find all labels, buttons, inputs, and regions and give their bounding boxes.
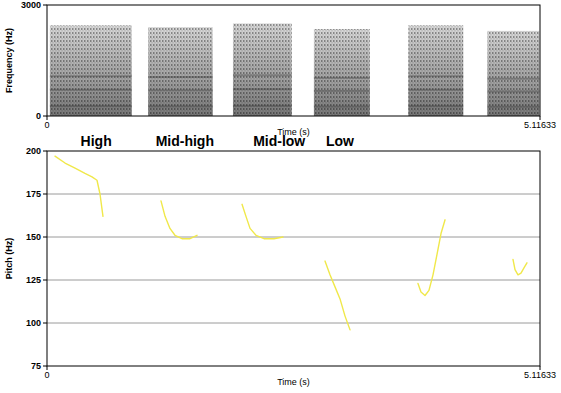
formant-band: [148, 76, 213, 78]
spectrogram-segment: [50, 25, 132, 116]
y-tick-label: 0: [36, 111, 41, 121]
pitch-contour: [55, 156, 103, 216]
formant-band: [314, 77, 370, 79]
y-tick-label: 100: [26, 318, 41, 328]
formant-band: [50, 89, 132, 91]
formant-band: [50, 105, 132, 107]
grid-line: [47, 323, 540, 324]
y-tick-label: 150: [26, 232, 41, 242]
y-tick-label: 200: [26, 146, 41, 156]
formant-band: [233, 105, 292, 107]
pitch-contour: [242, 204, 283, 238]
x-tick-label: 5.11633: [524, 370, 556, 380]
formant-band: [148, 105, 213, 107]
y-tick: [43, 280, 47, 281]
plot-area: [55, 156, 527, 330]
tone-label: High: [81, 133, 112, 149]
pitch-contour: [418, 220, 445, 296]
formant-band: [408, 75, 463, 77]
plot-area: [50, 24, 539, 117]
segment-shade: [50, 25, 132, 116]
spectrogram-segment: [487, 31, 539, 116]
formant-band: [148, 89, 213, 91]
segment-shade: [148, 27, 213, 116]
grid-line: [47, 194, 540, 195]
spectrogram-segment: [148, 27, 213, 116]
tone-label: Low: [326, 133, 354, 149]
formant-band: [314, 106, 370, 108]
y-tick: [43, 323, 47, 324]
segment-shade: [233, 24, 292, 117]
formant-band: [233, 74, 292, 76]
chart-root: 0 3000 0 5.11633 Time (s) Frequency (Hz) 75 100…: [0, 0, 561, 393]
formant-band: [487, 78, 539, 80]
segment-shade: [487, 31, 539, 116]
y-axis-label: Pitch (Hz): [4, 238, 14, 280]
plot-frame: [47, 151, 540, 366]
y-tick-label: 75: [31, 361, 41, 371]
spectrogram-segment: [408, 25, 463, 116]
segment-shade: [408, 25, 463, 116]
y-tick-label: 3000: [21, 0, 41, 10]
x-axis-label: Time (s): [277, 377, 310, 387]
x-tick-label: 0: [44, 370, 49, 380]
y-tick: [43, 116, 47, 117]
spectrogram-segment: [314, 29, 370, 116]
y-tick-label: 175: [26, 189, 41, 199]
x-tick-label: 5.11633: [524, 120, 556, 130]
y-axis-label: Frequency (Hz): [4, 28, 14, 93]
formant-band: [50, 75, 132, 77]
panel: 75 100 125 150 175 200 0 5.11633 Time (s) Pitch (…: [4, 133, 556, 387]
formant-band: [487, 90, 539, 92]
x-tick-label: 0: [44, 120, 49, 130]
tone-label: Mid-high: [156, 133, 214, 149]
grid-line: [47, 237, 540, 238]
pitch-contour: [161, 201, 197, 239]
plot-frame: [47, 5, 540, 116]
formant-band: [233, 88, 292, 90]
grid-line: [47, 280, 540, 281]
formant-band: [314, 90, 370, 92]
formant-band: [408, 105, 463, 107]
y-tick: [43, 151, 47, 152]
formant-band: [487, 106, 539, 108]
y-tick: [43, 237, 47, 238]
formant-band: [408, 89, 463, 91]
segment-shade: [314, 29, 370, 116]
pitch-contour: [513, 259, 527, 274]
y-tick-label: 125: [26, 275, 41, 285]
spectrogram-segment: [233, 24, 292, 117]
y-tick: [43, 366, 47, 367]
y-tick: [43, 194, 47, 195]
tone-label: Mid-low: [253, 133, 305, 149]
panel: 0300005.11633Time (s)Frequency (Hz): [4, 0, 556, 137]
pitch-contour: [325, 261, 350, 330]
y-tick: [43, 5, 47, 6]
